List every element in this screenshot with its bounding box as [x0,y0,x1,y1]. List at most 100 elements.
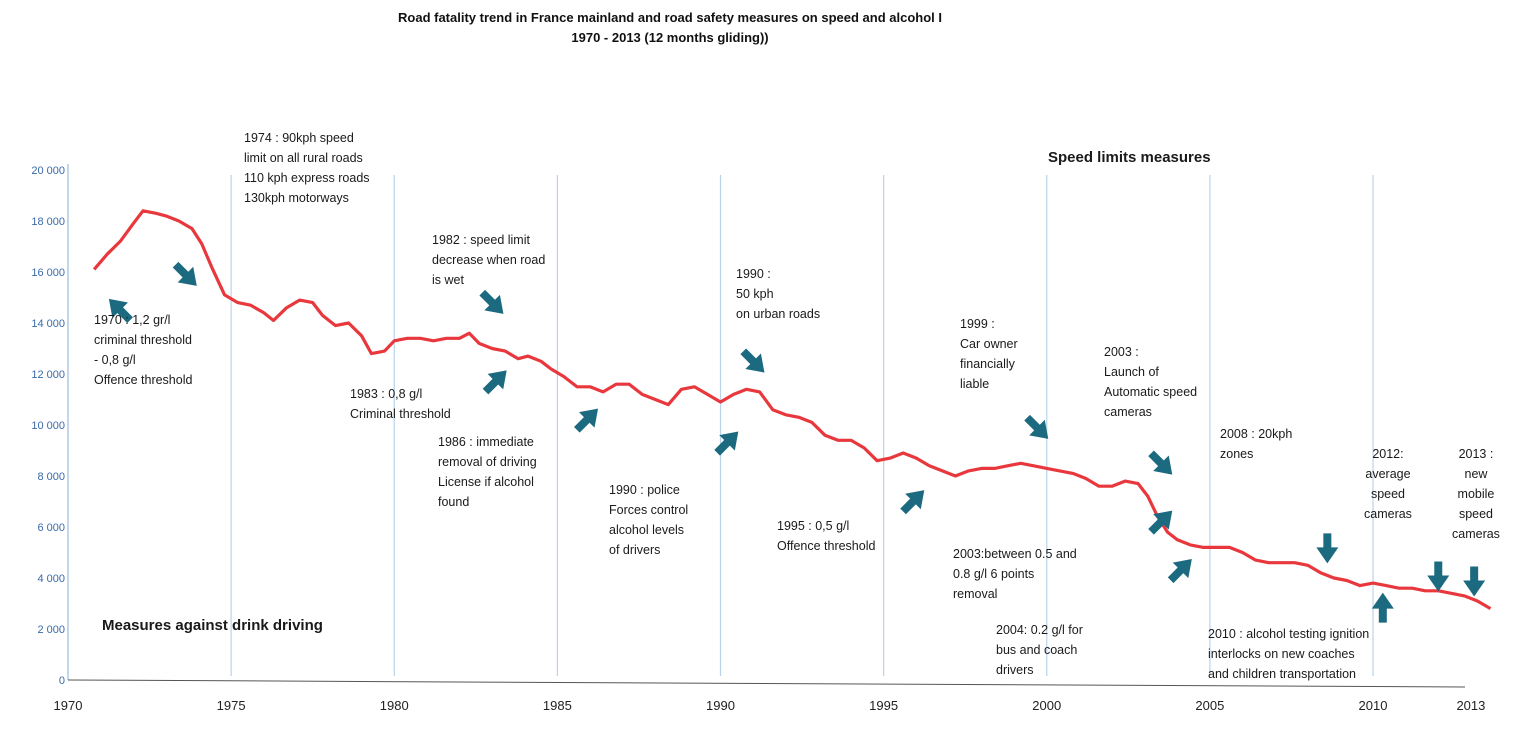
ann-1970: 1970 : 1,2 gr/l criminal threshold - 0,8 g… [94,310,192,390]
annotation-line: speed [1370,487,1405,501]
ann-2004: 2004: 0.2 g/l for bus and coach drivers [996,620,1083,680]
annotation-line: and children transportation [1208,667,1357,681]
arrow-shape [479,289,504,314]
x-tick-label: 2005 [1195,698,1224,713]
ann-1999: 1999 : Car owner financially liable [960,314,1018,394]
annotation-line: is wet [432,273,464,287]
y-tick-label: 18 000 [31,216,65,228]
x-tick-label: 1970 [54,698,83,713]
annotation-arrow-icon [1427,561,1450,592]
arrow-shape [108,298,133,323]
annotation-line: 50 kph [736,287,774,301]
ann-1974: 1974 : 90kph speed limit on all rural roa… [244,128,370,208]
annotation-line: 1990 : [736,267,771,281]
arrow-shape [1371,592,1394,623]
annotation-line: Offence threshold [777,539,876,553]
annotation-line: 1999 : [960,317,995,331]
annotation-arrow-icon [1148,510,1173,535]
annotation-line: 0.8 g/l 6 points [953,567,1035,581]
arrow-shape [1316,533,1339,564]
arrow-shape [740,348,765,373]
annotation-line: - 0,8 g/l [94,353,136,367]
annotation-line: financially [960,357,1015,371]
annotation-line: removal [953,587,998,601]
y-tick-label: 16 000 [31,267,65,279]
annotation-line: 130kph motorways [244,191,349,205]
y-tick-label: 10 000 [31,420,65,432]
y-tick-label: 20 000 [31,165,65,177]
annotation-line: limit on all rural roads [244,151,363,165]
arrow-shape [574,408,599,433]
ann-1986: 1986 : immediate removal of driving Licens… [438,432,537,512]
arrow-shape [1148,450,1173,475]
ann-2003s: 2003 : Launch of Automatic speed cameras [1104,342,1197,422]
annotation-line: criminal threshold [94,333,192,347]
annotation-arrow-icon [1024,414,1049,439]
annotation-arrow-icon [479,289,504,314]
annotation-line: cameras [1104,405,1152,419]
arrow-shape [482,370,507,395]
annotation-line: 1970 : 1,2 gr/l [94,313,171,327]
annotation-line: alcohol levels [609,523,685,537]
drink-measures-label: Measures against drink driving [102,617,323,634]
ann-1983: 1983 : 0,8 g/l Criminal threshold [350,384,451,424]
annotation-line: decrease when road [432,253,546,267]
chart-title-line-2: 1970 - 2013 (12 months gliding)) [571,30,769,45]
annotation-line: of drivers [609,543,661,557]
ann-1982: 1982 : speed limit decrease when road is w… [432,230,545,290]
annotation-line: liable [960,377,990,391]
annotation-line: 1986 : immediate [438,435,534,449]
annotation-arrow-icon [1463,566,1486,597]
arrow-shape [172,261,197,286]
annotation-line: interlocks on new coaches [1208,647,1355,661]
annotation-line: cameras [1452,527,1500,541]
annotation-line: drivers [996,663,1034,677]
annotation-line: Car owner [960,337,1018,351]
arrow-shape [1148,510,1173,535]
ann-2012: 2012: average speed cameras [1364,444,1412,524]
annotation-arrow-icon [714,431,739,456]
arrow-shape [1427,561,1450,592]
ann-2003a: 2003:between 0.5 and 0.8 g/l 6 points remo… [953,544,1077,604]
x-tick-label: 2000 [1032,698,1061,713]
x-tick-label: 1980 [380,698,409,713]
annotation-line: removal of driving [438,455,537,469]
annotation-arrow-icon [1316,533,1339,564]
annotation-line: 2010 : alcohol testing ignition [1208,627,1370,641]
annotation-line: Automatic speed [1104,385,1198,399]
annotation-line: Criminal threshold [350,407,451,421]
x-axis-line [67,679,1466,688]
x-tick-label: 2010 [1359,698,1388,713]
annotation-line: 2013 : [1458,447,1494,461]
annotation-arrow-icon [900,490,925,515]
annotation-line: 1990 : police [609,483,680,497]
arrow-shape [1024,414,1049,439]
x-tick-label: 1995 [869,698,898,713]
ann-1990a: 1990 : police Forces control alcohol level… [609,480,688,560]
fatality-series-line [92,209,1492,610]
annotation-line: License if alcohol [438,475,534,489]
annotation-line: 1982 : speed limit [432,233,530,247]
y-tick-label: 4 000 [37,573,65,585]
annotation-line: 2012: [1372,447,1404,461]
annotation-line: Offence threshold [94,373,193,387]
chart-title: Road fatality trend in France mainland a… [0,8,1340,48]
y-tick-label: 2 000 [37,624,65,636]
annotation-line: bus and coach [996,643,1078,657]
ann-2010: 2010 : alcohol testing ignition interlock… [1208,624,1369,684]
annotation-arrow-icon [574,408,599,433]
annotation-arrow-icon [740,348,765,373]
arrow-shape [1167,559,1192,584]
annotation-line: 2003:between 0.5 and [953,547,1077,561]
ann-2008: 2008 : 20kph zones [1220,424,1292,464]
arrow-shape [714,431,739,456]
annotation-line: 2003 : [1104,345,1139,359]
x-tick-label: 1990 [706,698,735,713]
y-tick-label: 12 000 [31,369,65,381]
annotation-arrow-icon [482,370,507,395]
annotation-line: zones [1220,447,1254,461]
annotation-line: Forces control [609,503,689,517]
annotation-line: average [1365,467,1411,481]
ann-1990s: 1990 : 50 kph on urban roads [736,264,820,324]
